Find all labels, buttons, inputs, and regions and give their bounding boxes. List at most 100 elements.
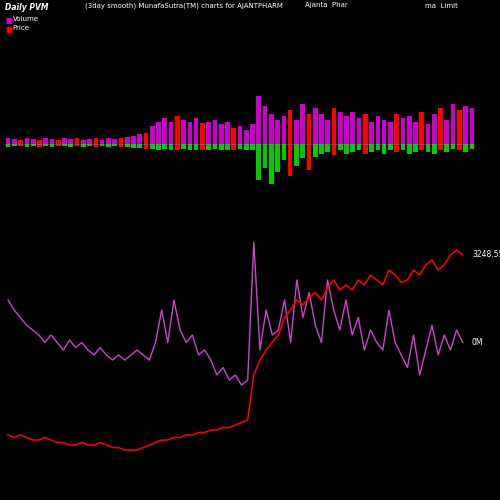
Text: Ajanta  Phar: Ajanta Phar: [305, 2, 348, 8]
Bar: [407, 144, 412, 154]
Bar: [244, 130, 248, 144]
Bar: [156, 144, 161, 150]
Bar: [388, 144, 393, 150]
Bar: [420, 144, 424, 150]
Bar: [464, 144, 468, 152]
Bar: [313, 144, 318, 157]
Bar: [306, 144, 312, 170]
Bar: [56, 140, 60, 144]
Bar: [426, 124, 430, 144]
Bar: [326, 120, 330, 144]
Bar: [319, 144, 324, 154]
Bar: [100, 140, 104, 144]
Bar: [269, 144, 274, 184]
Bar: [382, 120, 386, 144]
Bar: [31, 139, 36, 144]
Bar: [131, 136, 136, 144]
Bar: [338, 144, 342, 150]
Bar: [319, 114, 324, 144]
Bar: [81, 140, 86, 144]
Bar: [300, 104, 305, 144]
Bar: [50, 144, 54, 147]
Bar: [457, 144, 462, 150]
Bar: [168, 144, 173, 150]
Bar: [175, 116, 180, 144]
Text: ■: ■: [5, 16, 12, 25]
Bar: [282, 144, 286, 160]
Bar: [294, 120, 299, 144]
Bar: [363, 114, 368, 144]
Bar: [464, 106, 468, 144]
Bar: [444, 120, 449, 144]
Bar: [363, 144, 368, 154]
Text: Price: Price: [12, 25, 29, 31]
Bar: [182, 120, 186, 144]
Bar: [194, 144, 198, 150]
Bar: [332, 144, 336, 155]
Bar: [194, 118, 198, 144]
Bar: [168, 122, 173, 144]
Bar: [294, 144, 299, 167]
Text: ■: ■: [5, 25, 12, 34]
Bar: [219, 144, 224, 150]
Bar: [56, 144, 60, 146]
Text: 3248.55: 3248.55: [472, 250, 500, 260]
Bar: [182, 144, 186, 149]
Bar: [450, 104, 456, 144]
Bar: [400, 144, 406, 150]
Bar: [206, 144, 211, 150]
Bar: [81, 144, 86, 147]
Bar: [24, 138, 29, 144]
Bar: [212, 144, 218, 149]
Bar: [44, 144, 48, 146]
Text: (3day smooth) MunafaSutra(TM) charts for AJANTPHARM: (3day smooth) MunafaSutra(TM) charts for…: [85, 2, 283, 9]
Bar: [18, 144, 23, 146]
Bar: [162, 118, 167, 144]
Bar: [350, 112, 355, 144]
Bar: [470, 108, 474, 144]
Bar: [250, 144, 255, 150]
Bar: [212, 120, 218, 144]
Bar: [225, 122, 230, 144]
Bar: [332, 108, 336, 144]
Bar: [338, 112, 342, 144]
Bar: [37, 140, 42, 144]
Bar: [432, 144, 436, 154]
Bar: [138, 144, 142, 148]
Bar: [188, 144, 192, 150]
Bar: [150, 144, 154, 149]
Bar: [74, 144, 80, 146]
Bar: [24, 144, 29, 147]
Bar: [244, 144, 248, 150]
Bar: [200, 123, 205, 144]
Bar: [394, 114, 399, 144]
Bar: [88, 139, 92, 144]
Bar: [150, 126, 154, 144]
Bar: [118, 138, 124, 144]
Bar: [426, 144, 430, 152]
Bar: [188, 122, 192, 144]
Bar: [106, 144, 111, 147]
Bar: [50, 139, 54, 144]
Bar: [156, 122, 161, 144]
Text: Daily PVM: Daily PVM: [5, 2, 49, 12]
Bar: [175, 144, 180, 150]
Bar: [420, 112, 424, 144]
Bar: [288, 110, 292, 144]
Bar: [370, 144, 374, 152]
Bar: [37, 144, 42, 147]
Bar: [356, 118, 362, 144]
Bar: [12, 144, 17, 146]
Bar: [6, 138, 10, 144]
Bar: [112, 139, 117, 144]
Bar: [225, 144, 230, 150]
Bar: [6, 144, 10, 147]
Bar: [288, 144, 292, 176]
Bar: [256, 144, 261, 180]
Bar: [219, 124, 224, 144]
Bar: [256, 96, 261, 144]
Bar: [200, 144, 205, 150]
Bar: [18, 140, 23, 144]
Bar: [12, 139, 17, 144]
Bar: [438, 144, 443, 150]
